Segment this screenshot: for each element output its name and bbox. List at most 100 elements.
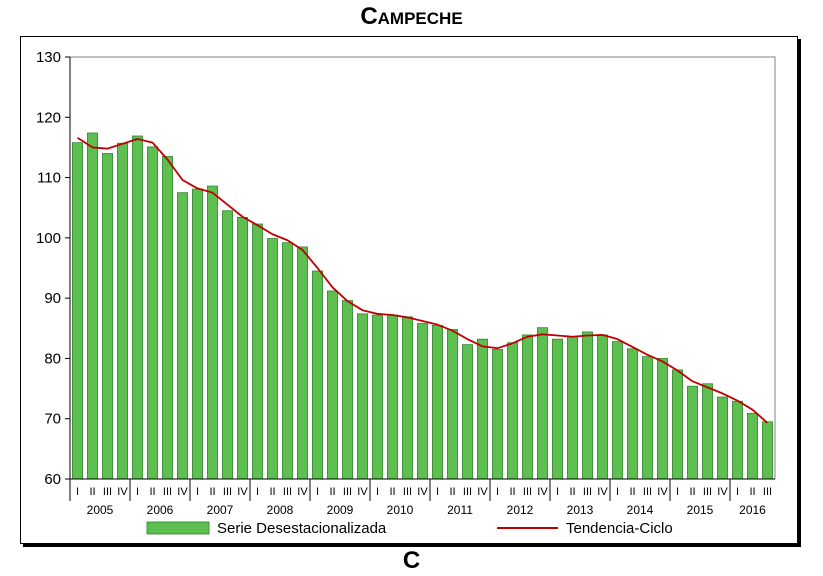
x-year-label: 2008 bbox=[267, 503, 294, 517]
x-quarter-label: IV bbox=[357, 486, 368, 498]
x-quarter-label: III bbox=[403, 486, 412, 498]
x-quarter-label: IV bbox=[477, 486, 488, 498]
bar bbox=[732, 400, 743, 480]
x-year-label: 2012 bbox=[507, 503, 534, 517]
bar bbox=[717, 396, 728, 480]
bar bbox=[162, 156, 173, 480]
bar bbox=[207, 185, 218, 480]
x-quarter-label: III bbox=[283, 486, 292, 498]
bar bbox=[72, 142, 83, 480]
bar bbox=[462, 344, 473, 480]
bar bbox=[642, 356, 653, 480]
bar bbox=[432, 324, 443, 480]
x-quarter-label: IV bbox=[597, 486, 608, 498]
x-quarter-label: II bbox=[629, 486, 635, 498]
x-quarter-label: IV bbox=[717, 486, 728, 498]
bar bbox=[402, 316, 413, 480]
y-tick-label: 70 bbox=[44, 411, 61, 428]
x-quarter-label: I bbox=[556, 486, 559, 498]
x-quarter-label: III bbox=[523, 486, 532, 498]
x-quarter-label: IV bbox=[117, 486, 128, 498]
x-quarter-label: I bbox=[376, 486, 379, 498]
x-axis: I II III IV I II III IV I II III IV I II III IV I II III IV… bbox=[69, 478, 775, 517]
x-quarter-label: III bbox=[643, 486, 652, 498]
y-axis: 60 70 80 90 100 110 120 130 bbox=[36, 49, 71, 488]
bar bbox=[312, 270, 323, 480]
bar bbox=[747, 412, 758, 480]
bar bbox=[372, 314, 383, 480]
bar bbox=[132, 135, 143, 480]
bar bbox=[417, 323, 428, 480]
x-year-label: 2014 bbox=[627, 503, 654, 517]
bar bbox=[267, 238, 278, 480]
bar bbox=[342, 300, 353, 480]
x-quarter-label: I bbox=[316, 486, 319, 498]
y-tick-label: 80 bbox=[44, 350, 61, 367]
bar bbox=[672, 369, 683, 480]
x-quarter-label: I bbox=[496, 486, 499, 498]
x-quarter-label: IV bbox=[537, 486, 548, 498]
x-quarter-label: II bbox=[329, 486, 335, 498]
x-quarter-label: IV bbox=[237, 486, 248, 498]
x-quarter-label: II bbox=[689, 486, 695, 498]
bar bbox=[552, 338, 563, 480]
x-quarter-label: III bbox=[163, 486, 172, 498]
x-quarter-label: III bbox=[223, 486, 232, 498]
x-year-label: 2006 bbox=[147, 503, 174, 517]
x-quarter-label: I bbox=[676, 486, 679, 498]
bar bbox=[237, 217, 248, 480]
x-quarter-label: III bbox=[583, 486, 592, 498]
bar bbox=[282, 242, 293, 480]
x-quarter-label: IV bbox=[417, 486, 428, 498]
bar bbox=[117, 142, 128, 480]
bar bbox=[687, 385, 698, 480]
bar bbox=[447, 329, 458, 480]
x-quarter-label: I bbox=[76, 486, 79, 498]
x-quarter-label: II bbox=[389, 486, 395, 498]
x-year-label: 2015 bbox=[687, 503, 714, 517]
bar bbox=[177, 192, 188, 480]
bar bbox=[387, 314, 398, 480]
x-quarter-label: III bbox=[343, 486, 352, 498]
x-quarter-label: II bbox=[269, 486, 275, 498]
x-year-label: 2013 bbox=[567, 503, 594, 517]
y-tick-label: 90 bbox=[44, 290, 61, 307]
x-quarter-label: I bbox=[256, 486, 259, 498]
bar bbox=[327, 290, 338, 480]
bar bbox=[297, 246, 308, 480]
x-quarter-label: II bbox=[569, 486, 575, 498]
x-quarter-label: I bbox=[736, 486, 739, 498]
y-tick-label: 130 bbox=[36, 49, 61, 66]
y-tick-label: 100 bbox=[36, 230, 61, 247]
x-quarter-label: II bbox=[749, 486, 755, 498]
x-quarter-label: IV bbox=[657, 486, 668, 498]
x-quarter-label: IV bbox=[297, 486, 308, 498]
bar bbox=[87, 132, 98, 480]
bar bbox=[507, 342, 518, 480]
bar bbox=[492, 349, 503, 480]
y-tick-label: 110 bbox=[37, 170, 61, 187]
x-quarter-label: I bbox=[196, 486, 199, 498]
y-tick-label: 60 bbox=[44, 471, 61, 488]
bar bbox=[567, 336, 578, 480]
x-quarter-label: II bbox=[89, 486, 95, 498]
chart-title: Campeche bbox=[360, 3, 463, 30]
x-year-label: 2016 bbox=[739, 503, 766, 517]
bar bbox=[252, 223, 263, 480]
x-quarter-label: III bbox=[463, 486, 472, 498]
trend-group bbox=[77, 137, 769, 424]
x-quarter-label: II bbox=[149, 486, 155, 498]
legend-bar-swatch bbox=[146, 521, 210, 535]
bar bbox=[657, 358, 668, 480]
bars-group bbox=[72, 132, 773, 480]
bar bbox=[147, 146, 158, 480]
y-tick-label: 120 bbox=[36, 109, 61, 126]
x-quarter-label: II bbox=[209, 486, 215, 498]
x-quarter-label: I bbox=[136, 486, 139, 498]
x-quarter-label: II bbox=[449, 486, 455, 498]
bar bbox=[627, 348, 638, 480]
bar bbox=[582, 331, 593, 480]
bar bbox=[612, 341, 623, 480]
bar bbox=[522, 334, 533, 480]
bar bbox=[597, 334, 608, 480]
